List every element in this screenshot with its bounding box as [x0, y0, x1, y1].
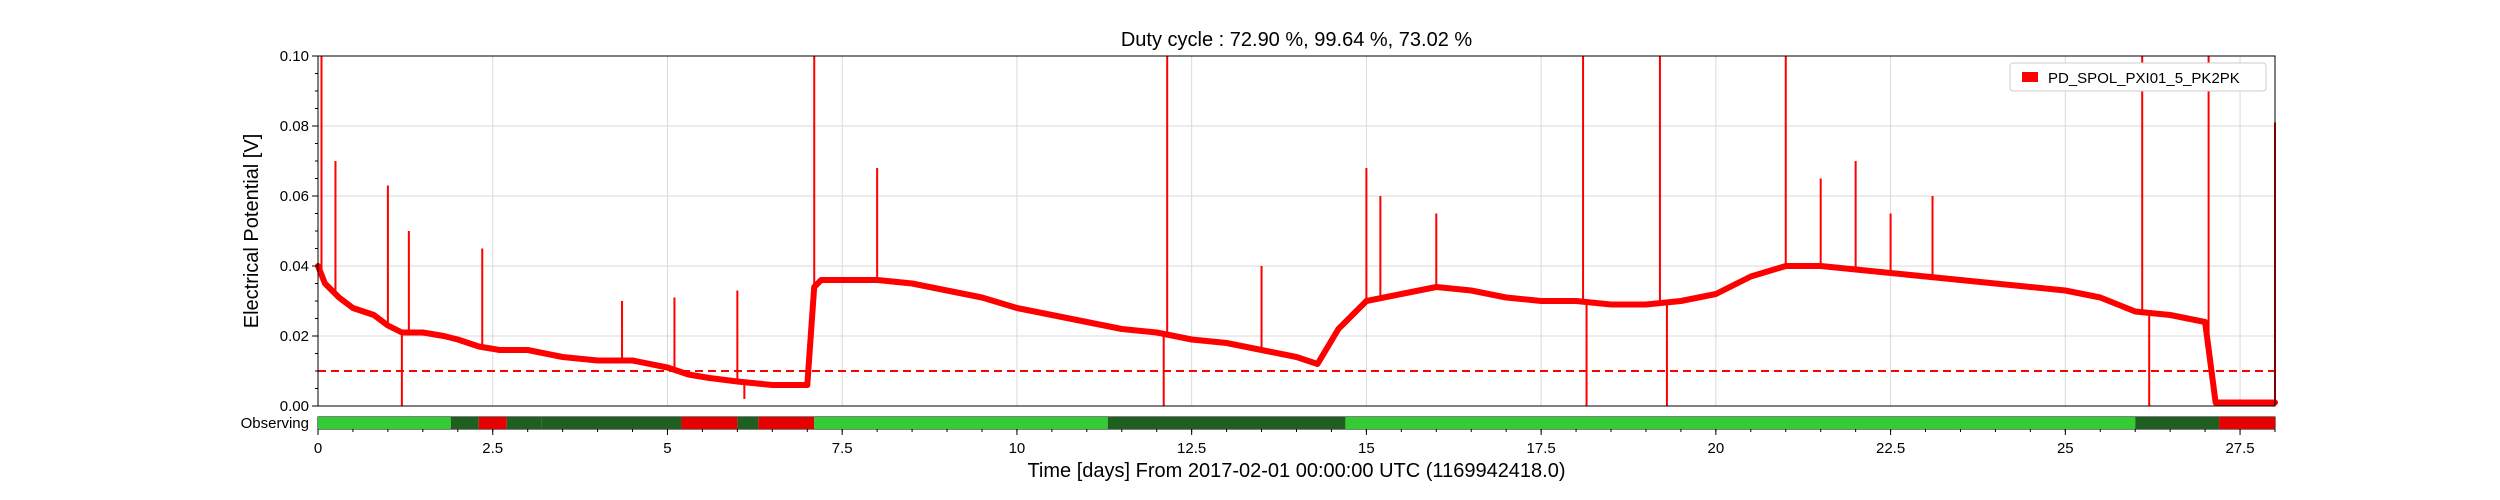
segment-dark: [2135, 417, 2220, 429]
x-tick-label: 12.5: [1177, 440, 1206, 457]
x-tick-label: 2.5: [482, 440, 503, 457]
segment-off: [681, 417, 738, 429]
segment-bar: [317, 416, 2276, 430]
x-tick-label: 25: [2057, 440, 2074, 457]
x-tick-label: 20: [1708, 440, 1725, 457]
y-axis: 0.00 0.02 0.04 0.06 0.08 0.10: [280, 48, 318, 415]
segment-dark: [737, 417, 759, 429]
plot-frame: [317, 55, 2276, 407]
segment-dark: [541, 417, 682, 429]
segment-observing: [1345, 417, 2136, 429]
segment-observing: [814, 417, 1108, 429]
legend-box: [2009, 62, 2267, 92]
x-tick-label: 27.5: [2225, 440, 2254, 457]
x-axis-label: Time [days] From 2017-02-01 00:00:00 UTC…: [1027, 460, 1565, 482]
x-tick-label: 5: [663, 440, 671, 457]
segment-dark: [506, 417, 542, 429]
x-tick-label: 7.5: [832, 440, 853, 457]
series-line: [315, 263, 2278, 406]
y-tick-label: 0.00: [280, 398, 309, 415]
segment-bar-label: Observing: [241, 415, 309, 432]
x-tick-label: 22.5: [1876, 440, 1905, 457]
grid-lines: [317, 55, 2275, 407]
series-layer: [315, 56, 2278, 406]
segment-observing: [318, 417, 451, 429]
x-axis: 0 2.5 5 7.5 10 12.5 15 17.5 20 22.5 25 27.5: [314, 429, 2276, 457]
segment-off: [2219, 417, 2275, 429]
segment-off: [478, 417, 507, 429]
x-tick-label: 17.5: [1527, 440, 1556, 457]
y-tick-label: 0.10: [280, 48, 309, 65]
y-tick-label: 0.08: [280, 118, 309, 135]
segment-dark: [450, 417, 479, 429]
chart-title: Duty cycle : 72.90 %, 99.64 %, 73.02 %: [1121, 29, 1473, 51]
segment-off: [758, 417, 815, 429]
x-tick-label: 10: [1009, 440, 1026, 457]
legend-swatch: [2022, 72, 2038, 82]
x-tick-label: 0: [314, 440, 322, 457]
x-tick-label: 15: [1358, 440, 1375, 457]
y-tick-label: 0.02: [280, 328, 309, 345]
y-tick-label: 0.06: [280, 188, 309, 205]
y-axis-label: Electrical Potential [V]: [241, 134, 263, 329]
legend: PD_SPOL_PXI01_5_PK2PK: [2009, 62, 2267, 92]
y-tick-label: 0.04: [280, 258, 309, 275]
segment-dark: [1107, 417, 1346, 429]
legend-label: PD_SPOL_PXI01_5_PK2PK: [2048, 70, 2240, 87]
